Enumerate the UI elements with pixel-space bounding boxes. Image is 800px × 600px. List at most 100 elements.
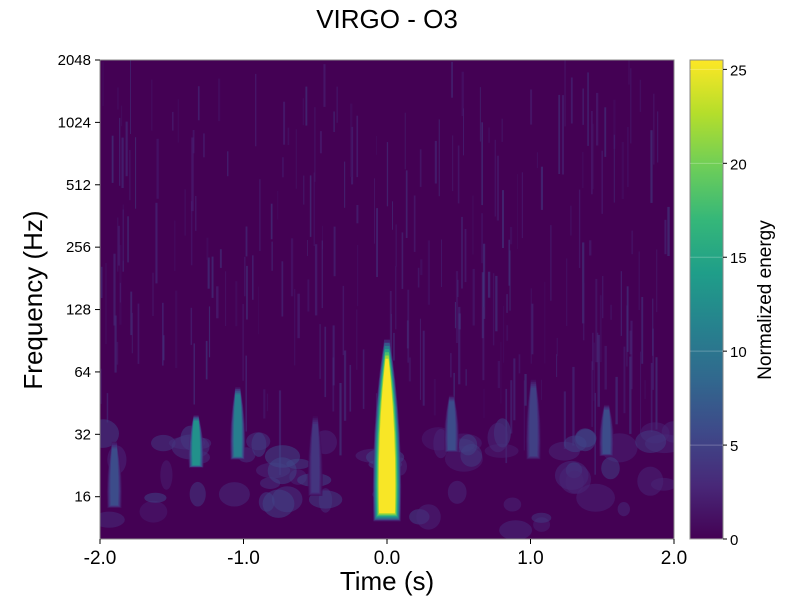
chart-title: VIRGO - O3 <box>316 4 458 34</box>
noise-streak <box>324 326 327 398</box>
noise-streak <box>407 289 410 363</box>
noise-streak <box>627 126 629 188</box>
noise-streak <box>392 201 393 230</box>
noise-patch <box>637 466 664 496</box>
energy-blob-2 <box>233 394 242 457</box>
noise-streak <box>417 267 420 288</box>
noise-streak <box>650 362 653 432</box>
noise-streak <box>309 175 312 237</box>
noise-streak <box>193 343 195 405</box>
noise-streak <box>613 134 615 203</box>
noise-patch <box>487 422 509 453</box>
noise-patch <box>246 432 271 451</box>
noise-streak <box>631 230 634 255</box>
noise-streak <box>342 285 345 356</box>
noise-streak <box>615 376 618 425</box>
noise-streak <box>111 135 114 183</box>
energy-blob-1 <box>192 420 200 466</box>
x-tick-label: 0.0 <box>374 548 400 569</box>
noise-streak <box>184 189 186 236</box>
noise-streak <box>630 68 632 144</box>
noise-streak <box>130 291 133 336</box>
noise-streak <box>114 315 117 373</box>
noise-streak <box>332 325 335 386</box>
colorbar-tick-label: 20 <box>730 156 747 173</box>
noise-patch <box>459 434 478 456</box>
noise-streak <box>242 304 244 381</box>
x-axis: -2.0 -1.0 0.0 1.0 2.0 <box>84 539 687 569</box>
noise-streak <box>151 79 153 131</box>
noise-streak <box>604 345 607 390</box>
noise-streak <box>420 259 423 276</box>
noise-streak <box>482 243 486 319</box>
noise-streak <box>570 77 573 124</box>
noise-streak <box>271 241 273 271</box>
noise-patch <box>563 435 587 453</box>
noise-streak <box>246 265 248 320</box>
energy-blob-5 <box>529 387 538 457</box>
noise-streak <box>517 174 518 249</box>
noise-streak <box>599 295 602 363</box>
noise-streak <box>333 226 336 277</box>
y-tick-label: 512 <box>66 177 91 194</box>
noise-streak <box>336 86 338 123</box>
noise-streak <box>558 94 561 174</box>
noise-patch <box>262 489 295 518</box>
noise-streak <box>570 205 572 236</box>
noise-streak <box>319 131 322 154</box>
energy-blob-4 <box>447 401 456 451</box>
noise-streak <box>438 119 440 197</box>
noise-streak <box>441 239 442 287</box>
noise-streak <box>458 313 461 330</box>
noise-streak <box>155 202 158 284</box>
noise-streak <box>191 137 194 212</box>
noise-streak <box>513 358 516 421</box>
y-tick-label: 1024 <box>58 114 91 131</box>
noise-patch <box>416 504 441 530</box>
noise-streak <box>592 123 594 190</box>
noise-streak <box>540 166 543 210</box>
noise-streak <box>582 88 584 125</box>
colorbar-tick-label: 10 <box>730 344 747 361</box>
noise-streak <box>225 271 227 326</box>
noise-streak <box>434 140 437 184</box>
noise-streak <box>604 107 607 157</box>
y-tick-label: 256 <box>66 239 91 256</box>
noise-streak <box>356 309 358 370</box>
noise-streak <box>593 342 595 401</box>
noise-streak <box>113 253 116 326</box>
noise-streak <box>492 273 495 346</box>
noise-streak <box>582 282 585 341</box>
noise-patch <box>189 481 206 507</box>
noise-streak <box>451 61 453 98</box>
noise-streak <box>419 318 421 400</box>
y-tick-label: 64 <box>74 364 91 381</box>
noise-streak <box>322 225 323 250</box>
noise-streak <box>656 249 658 313</box>
noise-streak <box>563 391 566 449</box>
noise-streak <box>390 313 392 355</box>
noise-streak <box>277 190 279 220</box>
noise-streak <box>596 332 599 363</box>
noise-streak <box>664 219 667 255</box>
noise-patch <box>100 511 125 528</box>
noise-streak <box>502 190 504 248</box>
noise-streak <box>644 380 646 400</box>
noise-streak <box>481 213 483 264</box>
y-tick-label: 2048 <box>58 52 91 69</box>
noise-streak <box>314 244 318 316</box>
noise-streak <box>207 257 210 289</box>
noise-streak <box>497 361 500 389</box>
noise-streak <box>175 290 178 369</box>
noise-streak <box>589 240 592 256</box>
noise-streak <box>457 279 459 297</box>
noise-streak <box>244 256 246 297</box>
colorbar-ticks: 0 5 10 15 20 25 <box>690 62 747 549</box>
noise-streak <box>578 189 581 268</box>
noise-streak <box>457 145 460 204</box>
noise-patch <box>601 457 620 480</box>
noise-streak <box>137 303 140 364</box>
noise-streak <box>116 341 119 365</box>
colorbar-tick-label: 5 <box>730 438 738 455</box>
noise-streak <box>530 288 532 364</box>
